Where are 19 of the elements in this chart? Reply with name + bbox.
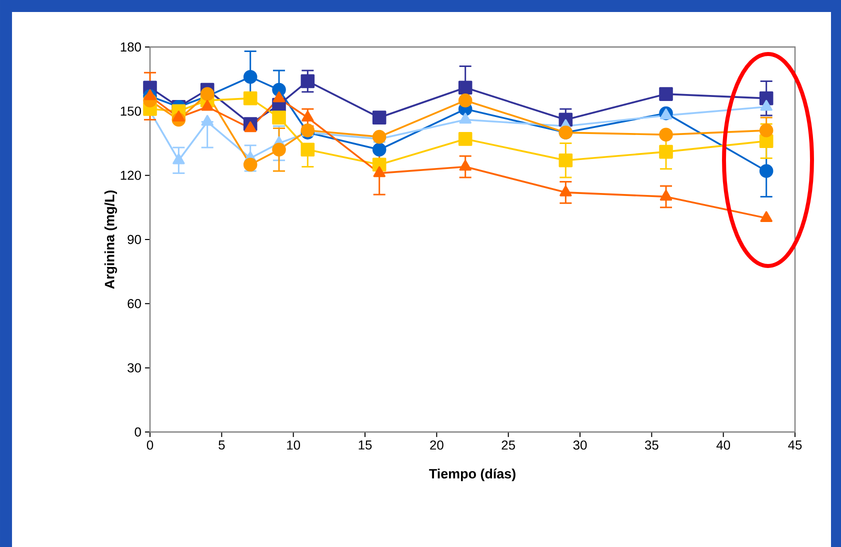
x-tick-label: 0 xyxy=(146,440,154,450)
x-tick-label: 25 xyxy=(502,440,515,450)
x-tick-label: 30 xyxy=(573,440,587,450)
x-tick-label: 40 xyxy=(716,440,730,450)
y-tick-label: 30 xyxy=(128,363,141,372)
x-tick-label: 10 xyxy=(287,440,300,450)
x-axis-title: Tiempo (días) xyxy=(429,468,516,482)
x-tick-label: 35 xyxy=(644,440,658,450)
x-tick-label: 20 xyxy=(430,440,444,450)
y-tick-label: 60 xyxy=(128,299,141,308)
x-tick-label: 45 xyxy=(788,440,802,450)
x-tick-label: 15 xyxy=(358,440,372,450)
x-tick-label: 5 xyxy=(218,440,225,450)
y-tick-label: 120 xyxy=(120,170,141,180)
y-tick-label: 180 xyxy=(120,42,141,52)
y-tick-label: 150 xyxy=(120,106,141,116)
y-tick-label: 0 xyxy=(134,427,141,437)
y-axis-title: Arginina (mg/L) xyxy=(104,190,118,289)
y-tick-label: 90 xyxy=(128,234,141,244)
